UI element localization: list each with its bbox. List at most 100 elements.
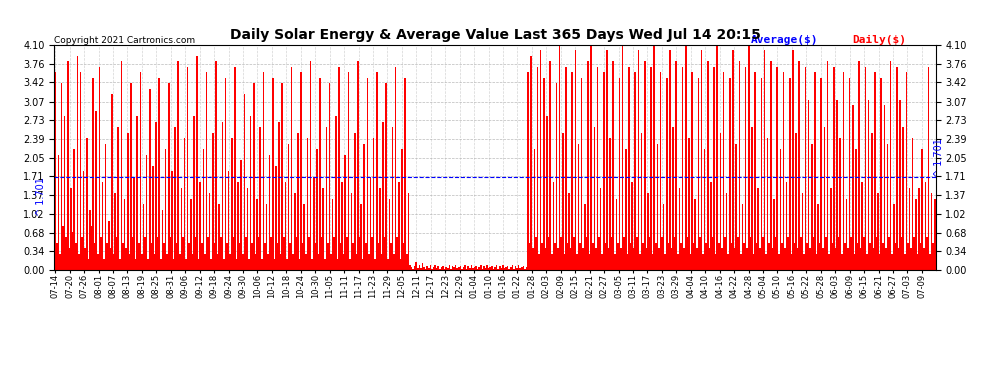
Bar: [755, 243, 757, 270]
Bar: [694, 199, 696, 270]
Bar: [412, 269, 414, 270]
Bar: [430, 264, 432, 270]
Bar: [685, 45, 686, 270]
Bar: [168, 83, 169, 270]
Bar: [358, 237, 360, 270]
Bar: [877, 193, 879, 270]
Bar: [598, 237, 600, 270]
Bar: [597, 67, 598, 270]
Bar: [262, 72, 264, 270]
Bar: [195, 237, 196, 270]
Bar: [608, 248, 609, 270]
Bar: [748, 45, 749, 270]
Bar: [786, 182, 787, 270]
Bar: [134, 177, 135, 270]
Bar: [714, 67, 715, 270]
Bar: [360, 204, 361, 270]
Bar: [611, 237, 613, 270]
Bar: [220, 237, 222, 270]
Bar: [667, 243, 669, 270]
Bar: [494, 267, 496, 270]
Bar: [115, 193, 116, 270]
Bar: [795, 133, 797, 270]
Bar: [675, 62, 677, 270]
Bar: [542, 243, 544, 270]
Bar: [869, 243, 871, 270]
Bar: [787, 237, 789, 270]
Bar: [332, 199, 334, 270]
Bar: [302, 243, 304, 270]
Bar: [680, 243, 682, 270]
Bar: [805, 67, 806, 270]
Bar: [776, 67, 778, 270]
Bar: [743, 243, 744, 270]
Bar: [192, 254, 193, 270]
Bar: [230, 254, 231, 270]
Bar: [206, 72, 207, 270]
Bar: [283, 237, 284, 270]
Bar: [911, 248, 912, 270]
Bar: [239, 243, 241, 270]
Bar: [715, 254, 717, 270]
Bar: [751, 128, 752, 270]
Bar: [578, 144, 579, 270]
Bar: [835, 248, 837, 270]
Bar: [510, 267, 512, 270]
Bar: [469, 268, 470, 270]
Bar: [619, 78, 621, 270]
Bar: [248, 259, 249, 270]
Bar: [664, 254, 666, 270]
Bar: [199, 182, 201, 270]
Bar: [257, 237, 259, 270]
Bar: [523, 266, 524, 270]
Bar: [613, 62, 614, 270]
Bar: [297, 133, 299, 270]
Bar: [762, 237, 763, 270]
Bar: [749, 237, 751, 270]
Bar: [64, 116, 65, 270]
Bar: [67, 62, 68, 270]
Bar: [856, 243, 858, 270]
Bar: [648, 237, 650, 270]
Bar: [737, 237, 739, 270]
Bar: [622, 45, 624, 270]
Bar: [666, 78, 667, 270]
Bar: [201, 243, 203, 270]
Bar: [712, 237, 714, 270]
Bar: [650, 67, 651, 270]
Bar: [265, 204, 267, 270]
Bar: [433, 267, 435, 270]
Bar: [895, 243, 896, 270]
Bar: [334, 237, 335, 270]
Bar: [214, 243, 215, 270]
Bar: [726, 193, 728, 270]
Bar: [292, 254, 294, 270]
Bar: [193, 116, 195, 270]
Bar: [244, 94, 246, 270]
Bar: [416, 262, 417, 270]
Bar: [62, 226, 64, 270]
Bar: [934, 199, 936, 270]
Bar: [576, 254, 578, 270]
Bar: [143, 204, 145, 270]
Bar: [87, 259, 89, 270]
Bar: [702, 254, 704, 270]
Bar: [513, 269, 515, 270]
Bar: [247, 188, 248, 270]
Bar: [355, 254, 357, 270]
Bar: [310, 62, 312, 270]
Bar: [275, 166, 276, 270]
Bar: [691, 72, 693, 270]
Bar: [909, 188, 911, 270]
Bar: [253, 83, 254, 270]
Bar: [417, 268, 419, 270]
Bar: [227, 243, 228, 270]
Bar: [521, 267, 523, 270]
Bar: [343, 254, 345, 270]
Bar: [385, 83, 387, 270]
Bar: [376, 72, 377, 270]
Bar: [474, 267, 475, 270]
Bar: [826, 237, 827, 270]
Bar: [249, 116, 251, 270]
Bar: [734, 248, 736, 270]
